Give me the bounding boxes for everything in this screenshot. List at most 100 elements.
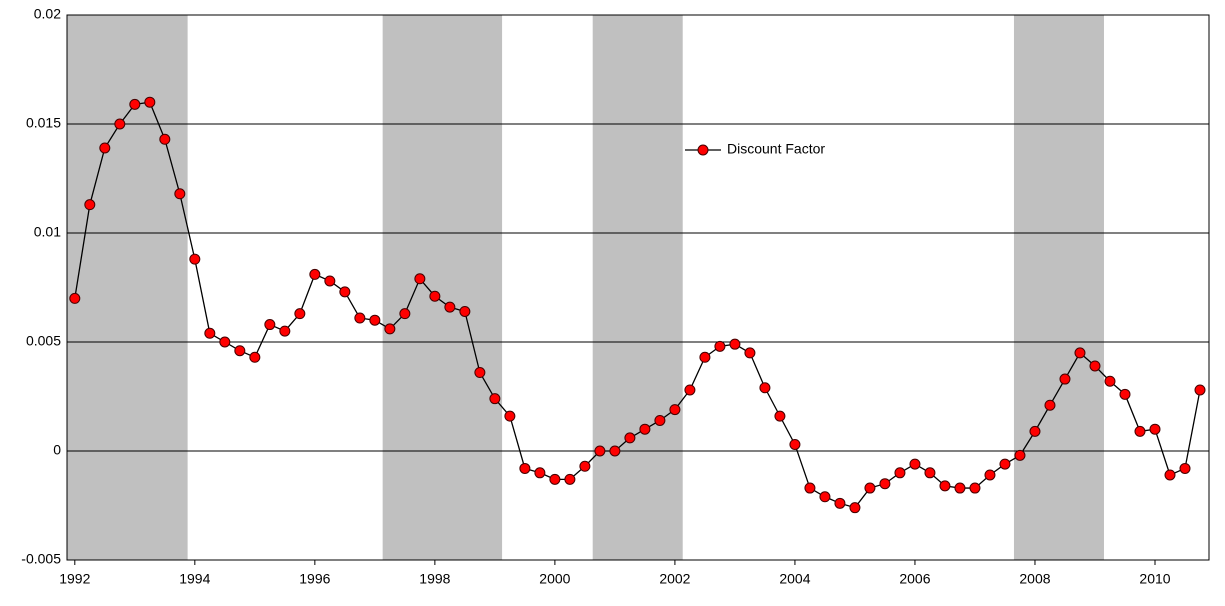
data-point — [924, 467, 936, 479]
data-point — [789, 438, 801, 450]
shaded-period — [1013, 15, 1104, 560]
y-tick-label: 0.015 — [26, 115, 61, 131]
data-point — [519, 462, 531, 474]
data-point — [684, 384, 696, 396]
data-point — [159, 133, 171, 145]
x-tick-label: 1996 — [299, 571, 330, 587]
legend-label: Discount Factor — [727, 141, 825, 157]
data-point — [294, 308, 306, 320]
data-point — [69, 292, 81, 304]
data-point — [624, 432, 636, 444]
series-line — [74, 101, 1201, 509]
data-point — [594, 445, 606, 457]
x-tick-label: 2000 — [539, 571, 570, 587]
data-point — [819, 491, 831, 503]
data-point — [939, 480, 951, 492]
data-point — [954, 482, 966, 494]
x-tick-label: 1992 — [59, 571, 90, 587]
data-point — [234, 345, 246, 357]
data-point — [864, 482, 876, 494]
data-point — [1149, 423, 1161, 435]
shaded-period — [592, 15, 683, 560]
data-point — [444, 301, 456, 313]
x-tick-label: 2010 — [1139, 571, 1170, 587]
data-point — [339, 286, 351, 298]
data-point — [774, 410, 786, 422]
data-point — [99, 142, 111, 154]
y-tick-label: -0.005 — [21, 551, 61, 567]
data-point — [1119, 388, 1131, 400]
data-point — [969, 482, 981, 494]
data-point — [369, 314, 381, 326]
data-point — [534, 467, 546, 479]
y-tick-label: 0.02 — [34, 6, 61, 22]
x-tick-label: 1998 — [419, 571, 450, 587]
data-point — [1194, 384, 1206, 396]
data-point — [804, 482, 816, 494]
data-point — [564, 473, 576, 485]
data-point — [459, 305, 471, 317]
data-point — [1059, 373, 1071, 385]
data-point — [204, 327, 216, 339]
data-point — [384, 323, 396, 335]
legend-marker — [697, 144, 709, 156]
x-tick-label: 2002 — [659, 571, 690, 587]
data-point — [249, 351, 261, 363]
data-point — [264, 319, 276, 331]
data-point — [1074, 347, 1086, 359]
x-tick-label: 2006 — [899, 571, 930, 587]
data-point — [744, 347, 756, 359]
data-point — [324, 275, 336, 287]
y-tick-label: 0 — [53, 442, 61, 458]
data-point — [1089, 360, 1101, 372]
data-point — [654, 414, 666, 426]
data-point — [129, 98, 141, 110]
data-point — [144, 96, 156, 108]
data-point — [894, 467, 906, 479]
shaded-period — [382, 15, 503, 560]
data-point — [189, 253, 201, 265]
data-point — [999, 458, 1011, 470]
data-point — [669, 404, 681, 416]
data-point — [1044, 399, 1056, 411]
x-tick-label: 2004 — [779, 571, 810, 587]
data-point — [279, 325, 291, 337]
data-point — [639, 423, 651, 435]
data-point — [414, 273, 426, 285]
data-point — [759, 382, 771, 394]
data-point — [579, 460, 591, 472]
data-point — [909, 458, 921, 470]
data-point — [834, 497, 846, 509]
data-point — [879, 478, 891, 490]
data-point — [1029, 425, 1041, 437]
data-point — [219, 336, 231, 348]
data-point — [549, 473, 561, 485]
data-point — [1104, 375, 1116, 387]
data-point — [714, 340, 726, 352]
data-point — [849, 502, 861, 514]
data-point — [699, 351, 711, 363]
data-point — [609, 445, 621, 457]
data-point — [309, 268, 321, 280]
data-point — [489, 393, 501, 405]
data-point — [84, 199, 96, 211]
data-point — [504, 410, 516, 422]
data-point — [984, 469, 996, 481]
data-point — [429, 290, 441, 302]
data-point — [1164, 469, 1176, 481]
x-tick-label: 2008 — [1019, 571, 1050, 587]
data-point — [1179, 462, 1191, 474]
data-point — [1134, 425, 1146, 437]
data-point — [399, 308, 411, 320]
y-tick-label: 0.01 — [34, 224, 61, 240]
data-point — [114, 118, 126, 130]
data-point — [1014, 449, 1026, 461]
data-point — [174, 188, 186, 200]
x-tick-label: 1994 — [179, 571, 210, 587]
shaded-period — [67, 15, 188, 560]
y-tick-label: 0.005 — [26, 333, 61, 349]
data-point — [729, 338, 741, 350]
plot-frame — [66, 14, 1210, 561]
data-point — [474, 367, 486, 379]
